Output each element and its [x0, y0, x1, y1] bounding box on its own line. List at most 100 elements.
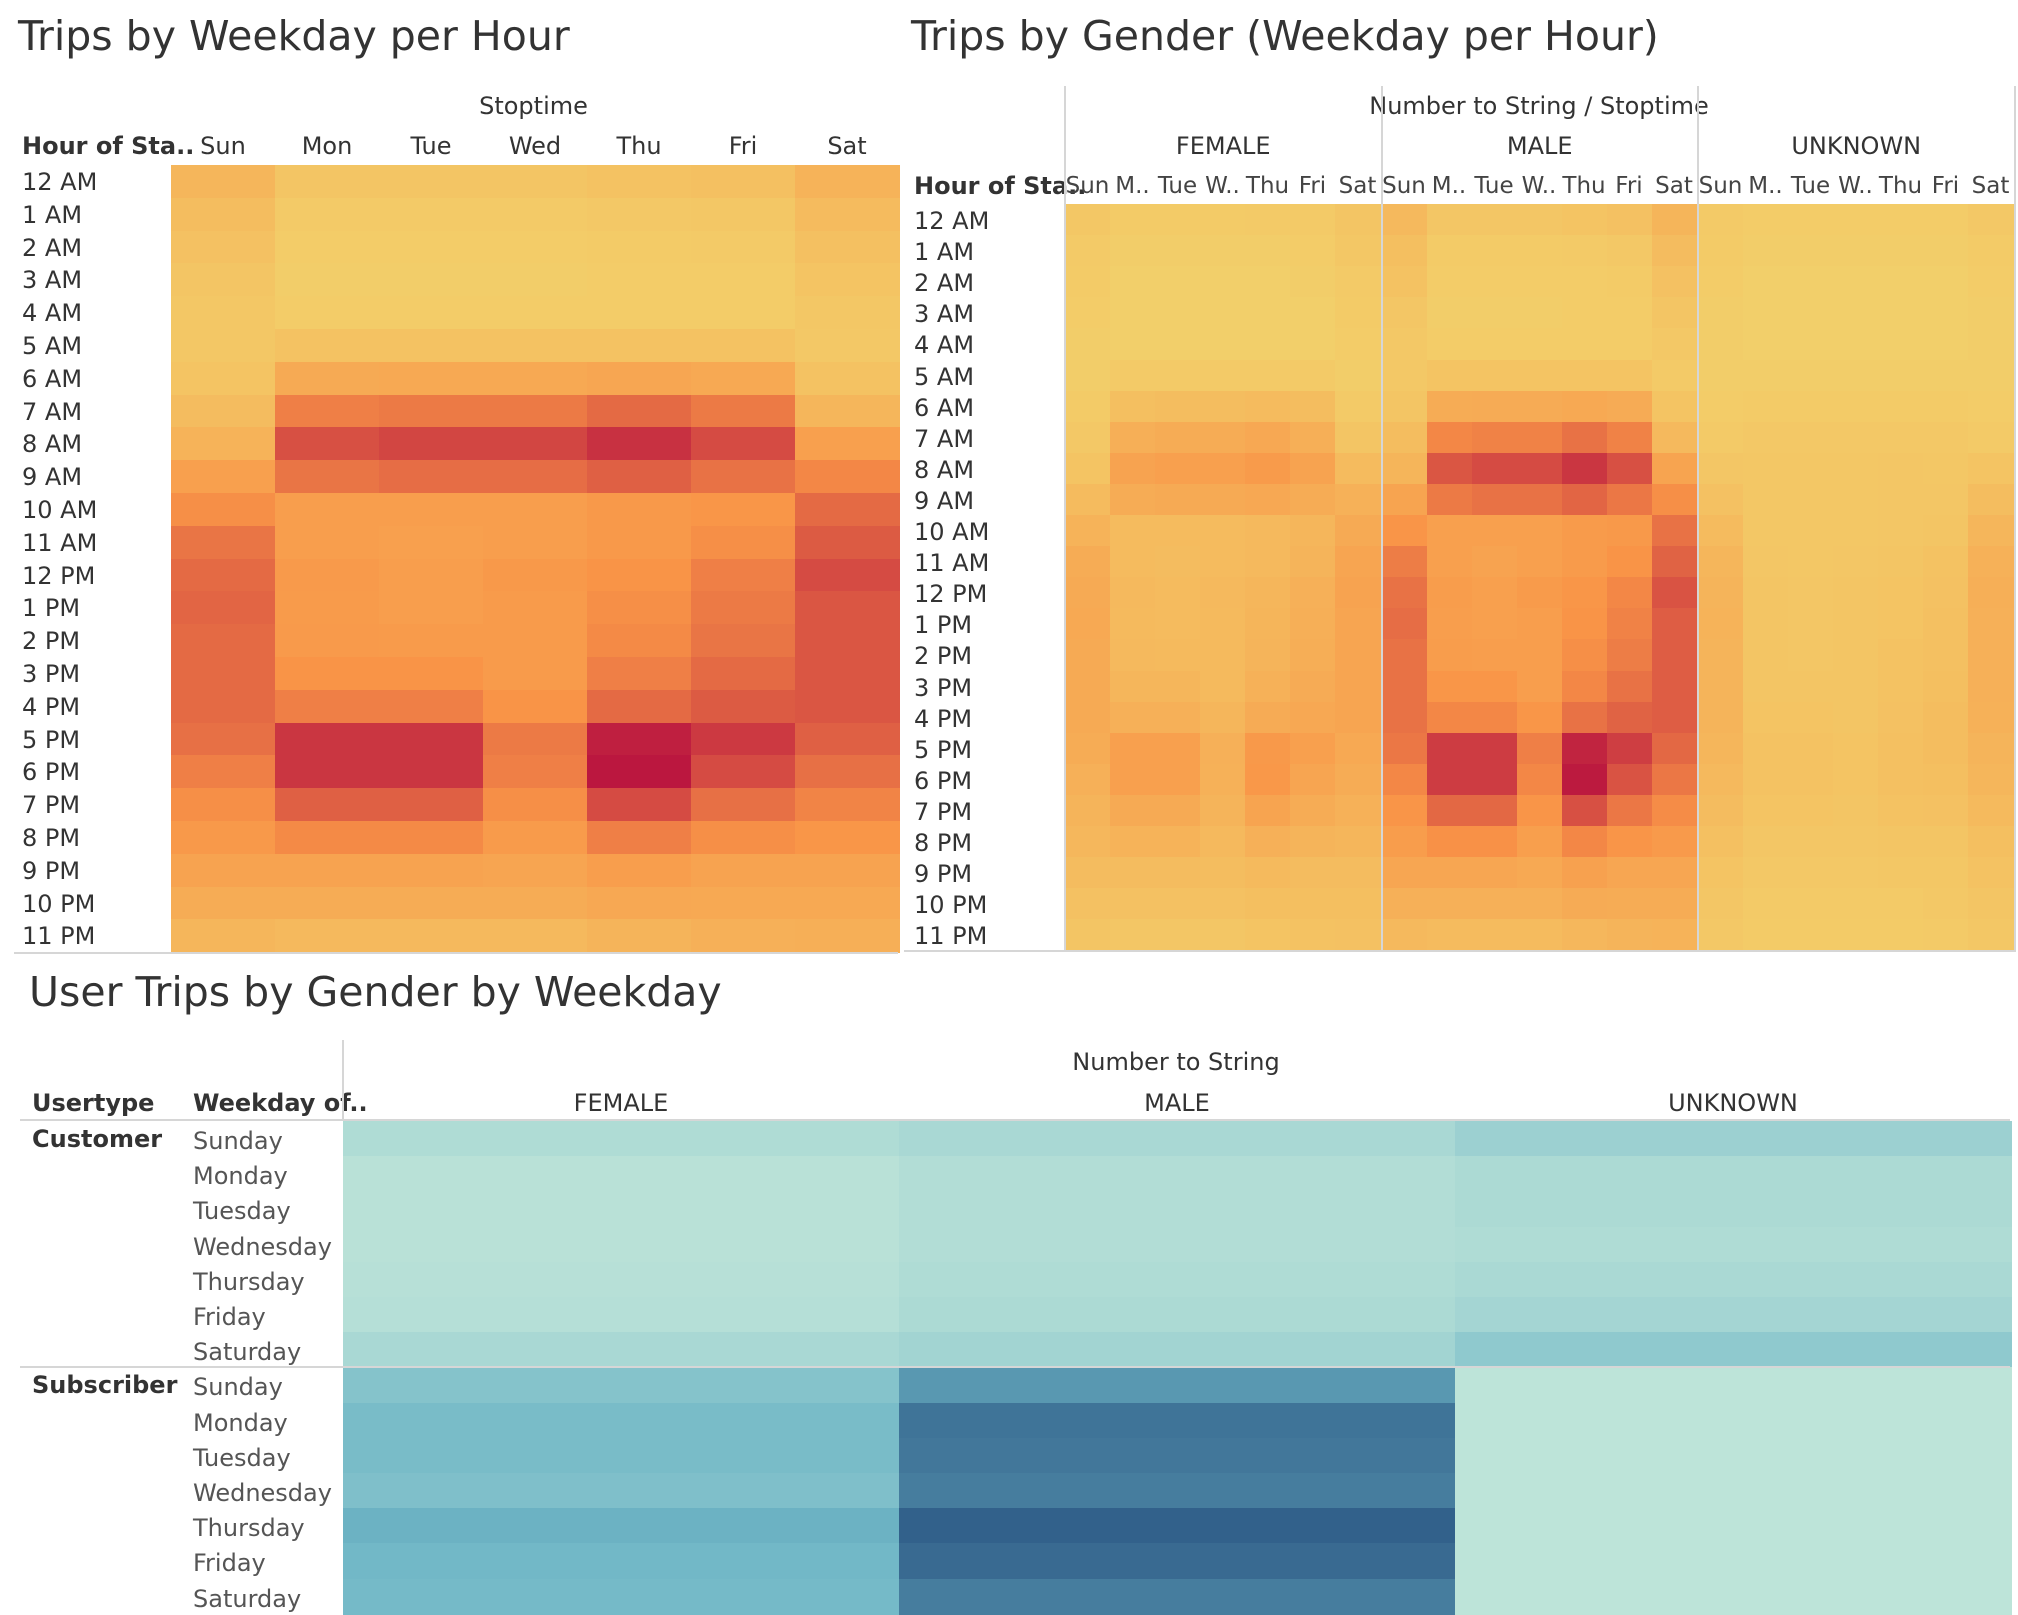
- heatmap-cell[interactable]: [1516, 670, 1563, 703]
- heatmap-cell[interactable]: [1110, 919, 1156, 952]
- heatmap-cell[interactable]: [1110, 328, 1156, 361]
- heatmap-cell[interactable]: [483, 755, 588, 790]
- heatmap-cell[interactable]: [1561, 546, 1608, 579]
- heatmap-cell[interactable]: [275, 427, 380, 462]
- heatmap-cell[interactable]: [1516, 390, 1563, 423]
- heatmap-cell[interactable]: [1335, 483, 1381, 516]
- heatmap-cell[interactable]: [1651, 670, 1698, 703]
- heatmap-cell[interactable]: [343, 1226, 900, 1263]
- heatmap-cell[interactable]: [587, 657, 692, 691]
- heatmap-cell[interactable]: [1110, 826, 1156, 859]
- heatmap-cell[interactable]: [691, 689, 796, 724]
- heatmap-cell[interactable]: [795, 886, 900, 921]
- heatmap-cell[interactable]: [1878, 826, 1924, 859]
- heatmap-cell[interactable]: [1923, 763, 1969, 796]
- heatmap-cell[interactable]: [795, 722, 900, 757]
- heatmap-cell[interactable]: [275, 821, 380, 855]
- heatmap-cell[interactable]: [1606, 390, 1653, 423]
- heatmap-cell[interactable]: [1516, 794, 1563, 827]
- heatmap-cell[interactable]: [1065, 328, 1111, 361]
- heatmap-cell[interactable]: [1065, 919, 1111, 952]
- heatmap-cell[interactable]: [1245, 390, 1291, 423]
- heatmap-cell[interactable]: [1455, 1437, 2012, 1474]
- heatmap-cell[interactable]: [1743, 359, 1789, 392]
- heatmap-cell[interactable]: [899, 1332, 1456, 1369]
- heatmap-cell[interactable]: [1561, 794, 1608, 827]
- heatmap-cell[interactable]: [1878, 483, 1924, 516]
- heatmap-cell[interactable]: [795, 197, 900, 232]
- heatmap-cell[interactable]: [275, 722, 380, 757]
- heatmap-cell[interactable]: [1561, 235, 1608, 268]
- heatmap-cell[interactable]: [1455, 1297, 2012, 1334]
- heatmap-cell[interactable]: [1426, 204, 1473, 237]
- heatmap-cell[interactable]: [1065, 452, 1111, 485]
- heatmap-cell[interactable]: [1833, 328, 1879, 361]
- heatmap-cell[interactable]: [795, 394, 900, 429]
- heatmap-cell[interactable]: [587, 230, 692, 265]
- heatmap-cell[interactable]: [1651, 701, 1698, 734]
- heatmap-cell[interactable]: [1923, 515, 1969, 548]
- heatmap-cell[interactable]: [1290, 608, 1336, 641]
- heatmap-cell[interactable]: [379, 657, 484, 691]
- heatmap-cell[interactable]: [1833, 452, 1879, 485]
- heatmap-cell[interactable]: [1335, 235, 1381, 268]
- heatmap-cell[interactable]: [483, 821, 588, 855]
- heatmap-cell[interactable]: [1651, 483, 1698, 516]
- heatmap-cell[interactable]: [1923, 919, 1969, 952]
- heatmap-cell[interactable]: [1743, 701, 1789, 734]
- heatmap-cell[interactable]: [1381, 390, 1428, 423]
- heatmap-cell[interactable]: [1698, 421, 1744, 454]
- heatmap-cell[interactable]: [1200, 266, 1246, 299]
- heatmap-cell[interactable]: [1245, 732, 1291, 765]
- heatmap-cell[interactable]: [1335, 452, 1381, 485]
- heatmap-cell[interactable]: [1743, 888, 1789, 921]
- heatmap-cell[interactable]: [379, 427, 484, 462]
- heatmap-cell[interactable]: [1698, 639, 1744, 672]
- heatmap-cell[interactable]: [795, 230, 900, 265]
- heatmap-cell[interactable]: [1290, 235, 1336, 268]
- heatmap-cell[interactable]: [1471, 763, 1518, 796]
- heatmap-cell[interactable]: [379, 263, 484, 298]
- heatmap-cell[interactable]: [343, 1508, 900, 1545]
- heatmap-cell[interactable]: [1245, 608, 1291, 641]
- heatmap-cell[interactable]: [171, 329, 276, 363]
- heatmap-cell[interactable]: [1516, 701, 1563, 734]
- heatmap-cell[interactable]: [1606, 857, 1653, 890]
- heatmap-cell[interactable]: [1155, 452, 1201, 485]
- heatmap-cell[interactable]: [1968, 390, 2014, 423]
- heatmap-cell[interactable]: [1878, 421, 1924, 454]
- heatmap-cell[interactable]: [1155, 546, 1201, 579]
- heatmap-cell[interactable]: [1290, 452, 1336, 485]
- heatmap-cell[interactable]: [1381, 888, 1428, 921]
- heatmap-cell[interactable]: [1471, 857, 1518, 890]
- heatmap-cell[interactable]: [379, 296, 484, 330]
- heatmap-cell[interactable]: [1516, 359, 1563, 392]
- heatmap-cell[interactable]: [1833, 826, 1879, 859]
- heatmap-cell[interactable]: [1516, 763, 1563, 796]
- heatmap-cell[interactable]: [1698, 297, 1744, 330]
- heatmap-cell[interactable]: [275, 230, 380, 265]
- heatmap-cell[interactable]: [171, 755, 276, 790]
- heatmap-cell[interactable]: [1698, 359, 1744, 392]
- heatmap-cell[interactable]: [1155, 888, 1201, 921]
- heatmap-cell[interactable]: [1290, 888, 1336, 921]
- heatmap-cell[interactable]: [1200, 452, 1246, 485]
- heatmap-cell[interactable]: [1516, 577, 1563, 610]
- heatmap-cell[interactable]: [1200, 235, 1246, 268]
- heatmap-cell[interactable]: [1968, 421, 2014, 454]
- heatmap-cell[interactable]: [1788, 390, 1834, 423]
- heatmap-cell[interactable]: [275, 886, 380, 921]
- heatmap-cell[interactable]: [275, 853, 380, 888]
- heatmap-cell[interactable]: [1200, 297, 1246, 330]
- heatmap-cell[interactable]: [1290, 328, 1336, 361]
- heatmap-cell[interactable]: [1426, 670, 1473, 703]
- heatmap-cell[interactable]: [1335, 390, 1381, 423]
- heatmap-cell[interactable]: [1923, 732, 1969, 765]
- heatmap-cell[interactable]: [1698, 763, 1744, 796]
- heatmap-cell[interactable]: [379, 886, 484, 921]
- heatmap-cell[interactable]: [1698, 794, 1744, 827]
- heatmap-cell[interactable]: [1245, 888, 1291, 921]
- heatmap-cell[interactable]: [1561, 266, 1608, 299]
- heatmap-cell[interactable]: [483, 296, 588, 330]
- heatmap-cell[interactable]: [1245, 452, 1291, 485]
